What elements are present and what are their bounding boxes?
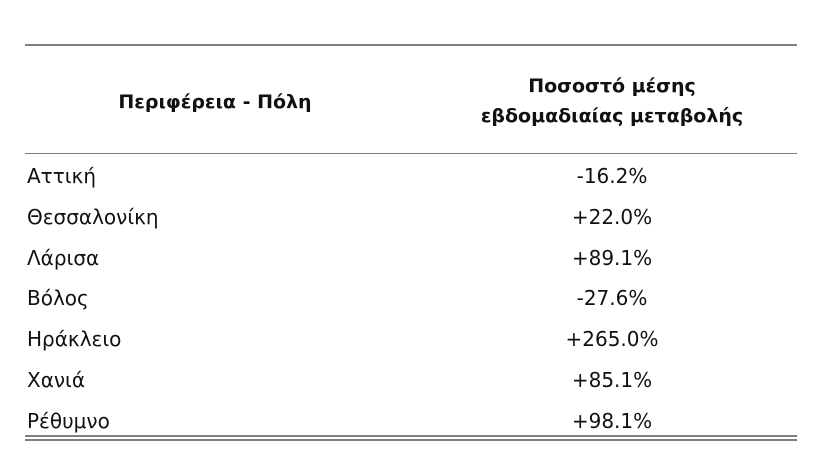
region-cell: Ηράκλειο bbox=[27, 327, 122, 352]
header-rule bbox=[25, 153, 797, 154]
change-cell: +265.0% bbox=[565, 327, 659, 352]
bottom-rule bbox=[25, 435, 797, 437]
header-cell: εβδομαδιαίας μεταβολής bbox=[480, 105, 744, 127]
bottom-rule bbox=[25, 439, 797, 441]
header-cell: Ποσοστό μέσης bbox=[528, 75, 696, 97]
region-cell: Ρέθυμνο bbox=[27, 408, 110, 433]
top-rule bbox=[25, 44, 797, 46]
change-cell: -16.2% bbox=[576, 164, 648, 188]
change-cell: +22.0% bbox=[571, 204, 653, 229]
header-cell: Περιφέρεια - Πόλη bbox=[118, 91, 312, 113]
region-cell: Θεσσαλονίκη bbox=[27, 204, 159, 229]
region-cell: Χανιά bbox=[27, 368, 86, 392]
region-cell: Λάρισα bbox=[27, 245, 100, 270]
change-cell: +98.1% bbox=[571, 408, 653, 433]
change-cell: -27.6% bbox=[576, 286, 648, 311]
change-cell: +89.1% bbox=[571, 245, 653, 270]
change-cell: +85.1% bbox=[571, 368, 653, 392]
region-cell: Αττική bbox=[27, 164, 96, 188]
region-cell: Βόλος bbox=[27, 286, 89, 311]
